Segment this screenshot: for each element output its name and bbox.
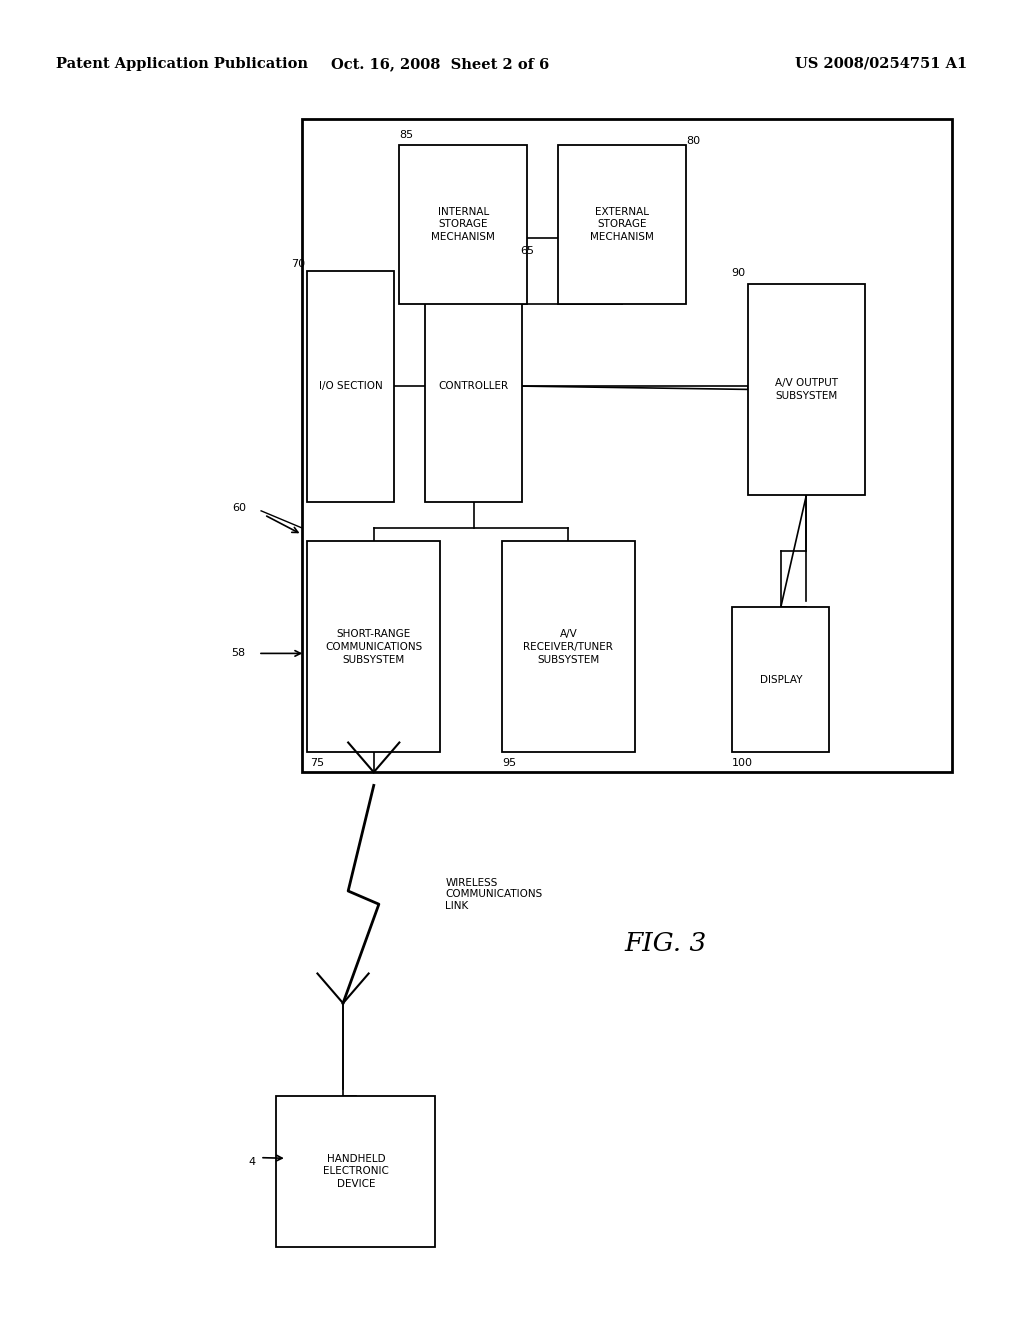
Text: EXTERNAL
STORAGE
MECHANISM: EXTERNAL STORAGE MECHANISM [590, 207, 654, 242]
Text: 70: 70 [291, 259, 305, 269]
Bar [732, 607, 829, 752]
Text: HANDHELD
ELECTRONIC
DEVICE: HANDHELD ELECTRONIC DEVICE [323, 1154, 389, 1189]
Text: A/V OUTPUT
SUBSYSTEM: A/V OUTPUT SUBSYSTEM [775, 378, 838, 401]
Text: I/O SECTION: I/O SECTION [318, 381, 383, 391]
Text: 100: 100 [732, 758, 754, 768]
Text: Oct. 16, 2008  Sheet 2 of 6: Oct. 16, 2008 Sheet 2 of 6 [331, 57, 550, 71]
Text: 90: 90 [731, 268, 745, 279]
Text: FIG. 3: FIG. 3 [625, 932, 707, 956]
Bar [307, 271, 394, 502]
Text: DISPLAY: DISPLAY [760, 675, 802, 685]
Text: 75: 75 [310, 758, 325, 768]
Bar [302, 119, 952, 772]
Text: 58: 58 [231, 648, 246, 659]
Text: CONTROLLER: CONTROLLER [438, 381, 509, 391]
Text: 85: 85 [399, 129, 414, 140]
Text: 65: 65 [520, 246, 535, 256]
Text: 60: 60 [231, 503, 246, 513]
Bar [425, 271, 522, 502]
Text: 4: 4 [249, 1156, 256, 1167]
Bar [748, 284, 865, 495]
Bar [399, 145, 527, 304]
Text: SHORT-RANGE
COMMUNICATIONS
SUBSYSTEM: SHORT-RANGE COMMUNICATIONS SUBSYSTEM [326, 630, 422, 664]
Text: A/V
RECEIVER/TUNER
SUBSYSTEM: A/V RECEIVER/TUNER SUBSYSTEM [523, 630, 613, 664]
Text: WIRELESS
COMMUNICATIONS
LINK: WIRELESS COMMUNICATIONS LINK [445, 878, 543, 911]
Bar [502, 541, 635, 752]
Text: 95: 95 [502, 758, 516, 768]
Bar [307, 541, 440, 752]
Text: US 2008/0254751 A1: US 2008/0254751 A1 [796, 57, 968, 71]
Bar [276, 1096, 435, 1247]
Text: Patent Application Publication: Patent Application Publication [56, 57, 308, 71]
Text: 80: 80 [686, 136, 700, 147]
Bar [558, 145, 686, 304]
Text: INTERNAL
STORAGE
MECHANISM: INTERNAL STORAGE MECHANISM [431, 207, 496, 242]
